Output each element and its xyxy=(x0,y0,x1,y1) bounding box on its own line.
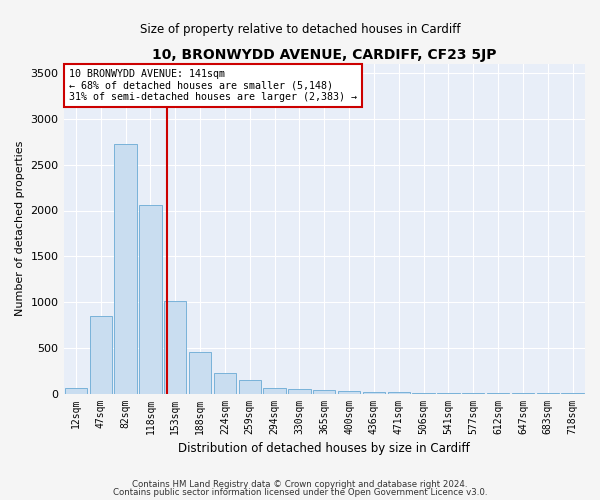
Bar xyxy=(288,390,311,394)
Bar xyxy=(363,392,385,394)
Bar xyxy=(189,352,211,394)
Bar xyxy=(65,388,87,394)
Bar xyxy=(139,205,161,394)
Bar xyxy=(263,388,286,394)
Title: 10, BRONWYDD AVENUE, CARDIFF, CF23 5JP: 10, BRONWYDD AVENUE, CARDIFF, CF23 5JP xyxy=(152,48,497,62)
Bar xyxy=(164,301,187,394)
Bar xyxy=(239,380,261,394)
Y-axis label: Number of detached properties: Number of detached properties xyxy=(15,141,25,316)
Text: 10 BRONWYDD AVENUE: 141sqm
← 68% of detached houses are smaller (5,148)
31% of s: 10 BRONWYDD AVENUE: 141sqm ← 68% of deta… xyxy=(69,69,357,102)
Bar xyxy=(89,316,112,394)
Text: Contains public sector information licensed under the Open Government Licence v3: Contains public sector information licen… xyxy=(113,488,487,497)
Bar xyxy=(338,391,360,394)
X-axis label: Distribution of detached houses by size in Cardiff: Distribution of detached houses by size … xyxy=(178,442,470,455)
Bar xyxy=(313,390,335,394)
Bar xyxy=(115,144,137,394)
Bar xyxy=(214,372,236,394)
Text: Size of property relative to detached houses in Cardiff: Size of property relative to detached ho… xyxy=(140,22,460,36)
Text: Contains HM Land Registry data © Crown copyright and database right 2024.: Contains HM Land Registry data © Crown c… xyxy=(132,480,468,489)
Bar xyxy=(388,392,410,394)
Bar xyxy=(412,393,435,394)
